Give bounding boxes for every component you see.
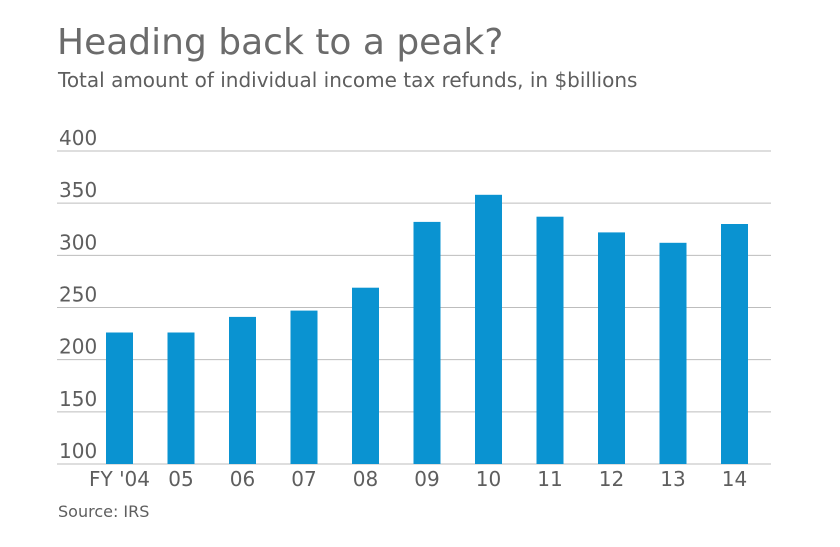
source-note: Source: IRS <box>58 502 150 521</box>
x-tick-label: 14 <box>722 467 747 491</box>
y-tick-label: 300 <box>59 230 97 254</box>
bar <box>352 287 379 464</box>
y-tick-label: 400 <box>59 126 97 150</box>
x-tick-label: 07 <box>291 467 316 491</box>
bar <box>598 232 625 464</box>
x-tick-label: 11 <box>537 467 562 491</box>
x-tick-label: 10 <box>476 467 501 491</box>
x-tick-label: 13 <box>660 467 685 491</box>
y-axis-tick-labels: 100 150 200 250 300 350 400 <box>59 126 97 463</box>
x-tick-label: 06 <box>230 467 255 491</box>
y-tick-label: 200 <box>59 335 97 359</box>
y-tick-label: 150 <box>59 387 97 411</box>
bar <box>536 216 564 464</box>
bars <box>106 194 748 465</box>
bar <box>106 332 133 464</box>
x-tick-label: 05 <box>168 467 193 491</box>
y-tick-label: 100 <box>59 439 97 463</box>
x-tick-label: 09 <box>414 467 439 491</box>
bar <box>659 242 687 464</box>
chart-subtitle: Total amount of individual income tax re… <box>58 68 638 92</box>
chart-title: Heading back to a peak? <box>57 22 504 63</box>
bar <box>229 316 256 464</box>
x-tick-label: 08 <box>353 467 378 491</box>
x-tick-label: 12 <box>599 467 624 491</box>
x-tick-label: FY '04 <box>89 467 150 491</box>
bar <box>721 224 748 464</box>
y-tick-label: 350 <box>59 178 97 202</box>
bar <box>475 194 502 465</box>
bar <box>290 310 318 464</box>
bar <box>167 332 195 464</box>
y-tick-label: 250 <box>59 283 97 307</box>
x-axis-tick-labels: FY '04 05 06 07 08 09 10 11 12 13 14 <box>89 467 747 491</box>
bar <box>413 221 441 464</box>
